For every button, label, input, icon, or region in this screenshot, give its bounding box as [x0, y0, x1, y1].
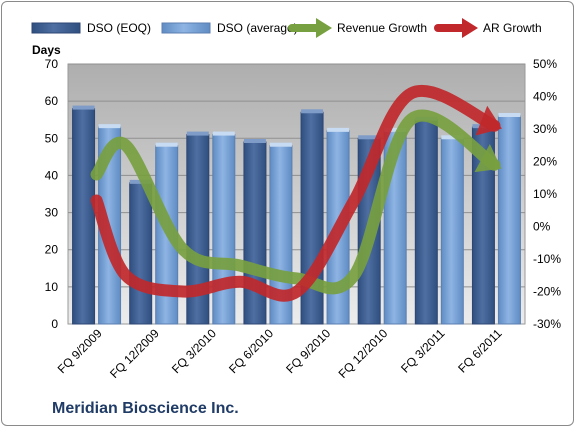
y-tick-label: 30 [45, 206, 59, 220]
bar-dso-eoq-cap [301, 109, 324, 114]
x-tick-label: FQ 6/2011 [455, 326, 505, 376]
bar-dso-average-cap [498, 113, 521, 117]
legend-label: DSO (average) [217, 21, 298, 35]
bar-dso-average [497, 115, 521, 325]
line-ar-growth [90, 85, 501, 302]
bar-dso-average-cap [212, 131, 235, 136]
x-tick-label: FQ 12/2009 [107, 326, 162, 381]
y-tick-label: 60 [45, 94, 59, 108]
y-tick-label: 70 [45, 57, 59, 71]
y2-tick-label: 0% [533, 220, 551, 234]
line-ar-growth-arrowhead [475, 105, 502, 136]
y2-tick-label: -10% [533, 252, 561, 266]
legend-label: AR Growth [483, 21, 542, 35]
y2-tick-label: 40% [533, 90, 557, 104]
bar-dso-eoq-cap [358, 135, 381, 140]
bar-dso-average [440, 137, 464, 325]
bar-dso-average-cap [384, 127, 407, 132]
company-name: Meridian Bioscience Inc. [52, 400, 239, 417]
y2-tick-label: 20% [533, 155, 557, 169]
x-tick-label: FQ 3/2011 [398, 326, 448, 376]
line-revenue-growth [90, 109, 501, 295]
y-axis-title: Days [32, 43, 61, 57]
bar-dso-average-cap [269, 142, 292, 147]
legend-arrowhead [462, 18, 478, 38]
legend-label: DSO (EOQ) [87, 21, 151, 35]
x-tick-label: FQ 12/2010 [336, 326, 391, 381]
y-tick-label: 50 [45, 131, 59, 145]
bar-dso-average-cap [98, 124, 121, 129]
bar-dso-eoq [414, 119, 438, 325]
y-tick-label: 10 [45, 280, 59, 294]
line-revenue-growth-arrowhead [474, 143, 502, 173]
bar-dso-eoq-cap [72, 105, 95, 110]
bar-dso-eoq-cap [186, 131, 209, 136]
y2-tick-label: 10% [533, 187, 557, 201]
y2-tick-label: 30% [533, 122, 557, 136]
y2-tick-label: 50% [533, 57, 557, 71]
legend-arrowhead [316, 18, 332, 38]
bar-dso-eoq [72, 108, 96, 325]
bar-dso-average [212, 134, 236, 325]
x-tick-label: FQ 9/2010 [283, 326, 333, 376]
legend-swatch [161, 22, 211, 34]
x-tick-label: FQ 6/2010 [226, 326, 276, 376]
y-tick-label: 20 [45, 243, 59, 257]
x-tick-label: FQ 3/2010 [169, 326, 219, 376]
y2-tick-label: -30% [533, 317, 561, 331]
legend-swatch [31, 22, 81, 34]
bar-dso-average-cap [155, 142, 178, 147]
y-tick-label: 0 [51, 317, 58, 331]
bar-dso-eoq [129, 182, 153, 325]
bar-dso-eoq [243, 141, 267, 325]
bar-dso-average-cap [441, 135, 464, 140]
x-tick-label: FQ 9/2009 [55, 326, 105, 376]
bar-dso-average-cap [327, 127, 350, 132]
bar-dso-eoq-cap [243, 139, 266, 143]
y-tick-label: 40 [45, 168, 59, 182]
legend: DSO (EOQ) DSO (average) Revenue Growth AR G… [31, 18, 542, 38]
y2-tick-label: -20% [533, 285, 561, 299]
legend-label: Revenue Growth [337, 21, 427, 35]
